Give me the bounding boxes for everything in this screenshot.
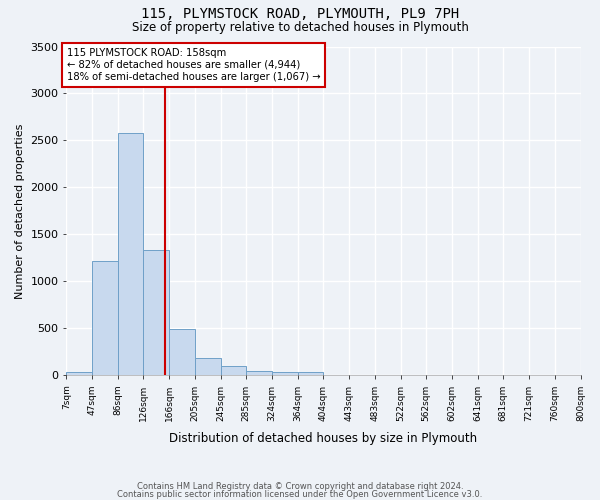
Bar bbox=[246, 371, 272, 376]
Text: Contains HM Land Registry data © Crown copyright and database right 2024.: Contains HM Land Registry data © Crown c… bbox=[137, 482, 463, 491]
Bar bbox=[272, 372, 298, 376]
Bar bbox=[221, 366, 246, 376]
Bar bbox=[169, 330, 195, 376]
Bar bbox=[67, 372, 92, 376]
Bar bbox=[143, 250, 169, 376]
Bar bbox=[118, 133, 143, 376]
Y-axis label: Number of detached properties: Number of detached properties bbox=[15, 124, 25, 298]
Text: Contains public sector information licensed under the Open Government Licence v3: Contains public sector information licen… bbox=[118, 490, 482, 499]
Text: 115 PLYMSTOCK ROAD: 158sqm
← 82% of detached houses are smaller (4,944)
18% of s: 115 PLYMSTOCK ROAD: 158sqm ← 82% of deta… bbox=[67, 48, 320, 82]
X-axis label: Distribution of detached houses by size in Plymouth: Distribution of detached houses by size … bbox=[169, 432, 478, 445]
Text: 115, PLYMSTOCK ROAD, PLYMOUTH, PL9 7PH: 115, PLYMSTOCK ROAD, PLYMOUTH, PL9 7PH bbox=[141, 8, 459, 22]
Bar bbox=[92, 261, 118, 376]
Bar bbox=[298, 372, 323, 376]
Text: Size of property relative to detached houses in Plymouth: Size of property relative to detached ho… bbox=[131, 21, 469, 34]
Bar bbox=[195, 358, 221, 376]
